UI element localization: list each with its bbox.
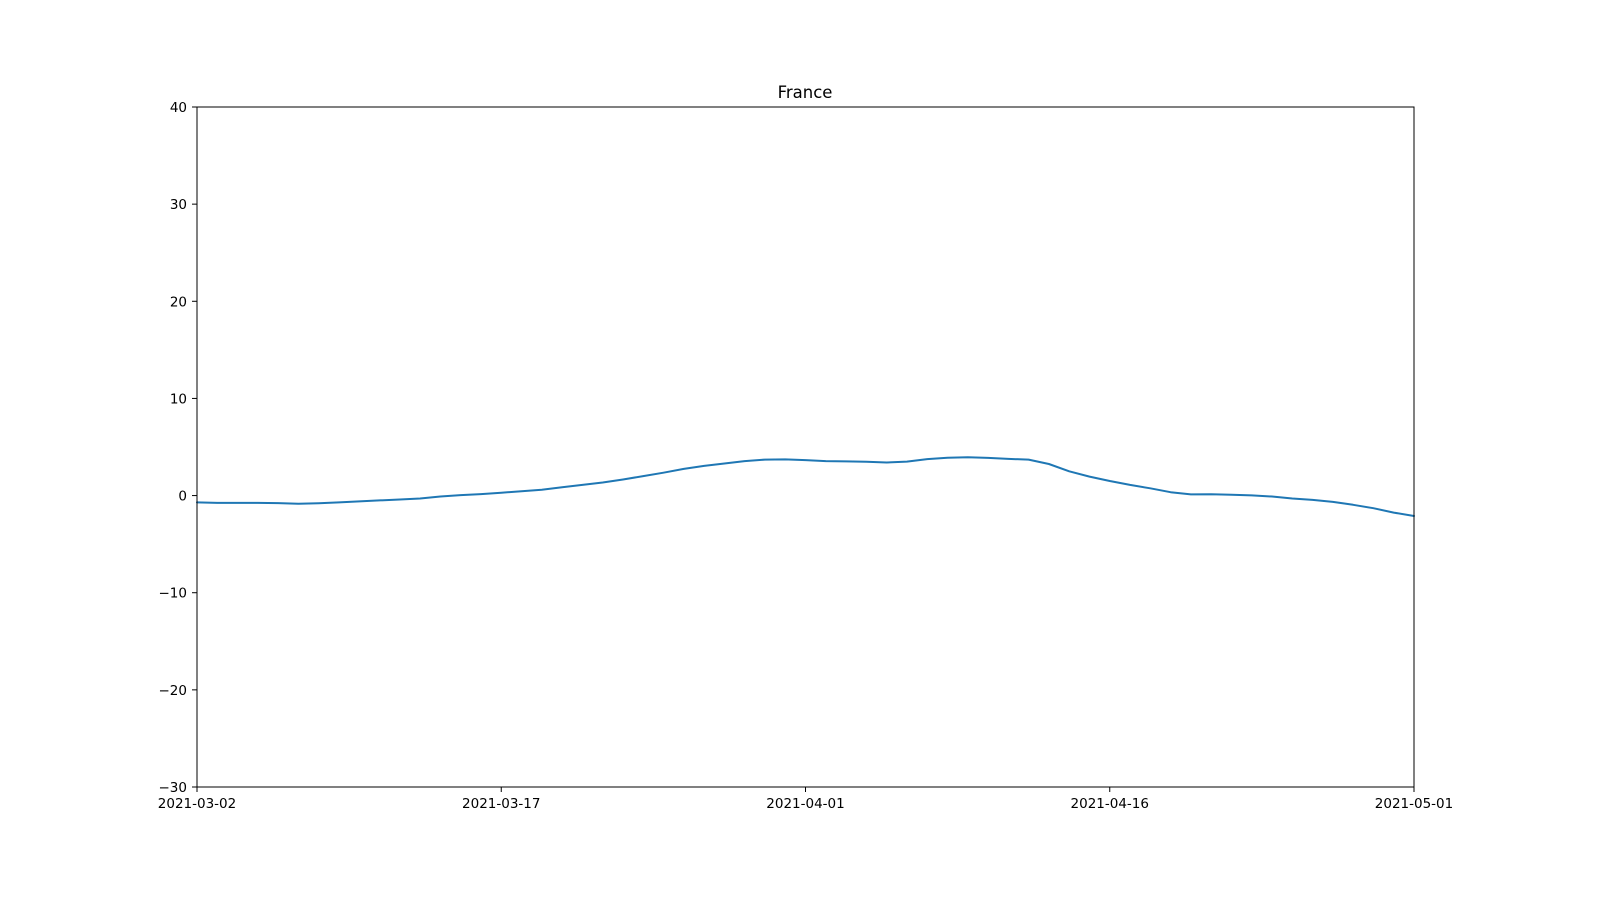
x-tick-label: 2021-04-16 — [1071, 796, 1149, 812]
series-line-0 — [196, 456, 1415, 517]
y-tick-label: 10 — [170, 391, 187, 407]
x-axis: 2021-03-02 2021-03-17 2021-04-01 2021-04-16… — [158, 787, 1453, 812]
x-tick-label: 2021-03-17 — [462, 796, 540, 812]
y-tick-label: 20 — [170, 294, 187, 310]
y-tick-label: 30 — [170, 197, 187, 213]
y-axis: −30 −20 −10 0 10 20 30 40 — [159, 100, 197, 796]
y-tick-label: −20 — [159, 683, 188, 699]
x-tick-label: 2021-04-01 — [766, 796, 844, 812]
y-tick-label: 0 — [178, 489, 187, 505]
y-tick-label: −30 — [159, 780, 188, 796]
y-tick-label: −10 — [159, 586, 188, 602]
x-tick-label: 2021-03-02 — [158, 796, 236, 812]
axes-frame — [196, 106, 1415, 788]
chart-title: France — [778, 83, 833, 102]
plot-area — [196, 456, 1415, 517]
x-tick-label: 2021-05-01 — [1375, 796, 1453, 812]
y-tick-label: 40 — [170, 100, 187, 116]
